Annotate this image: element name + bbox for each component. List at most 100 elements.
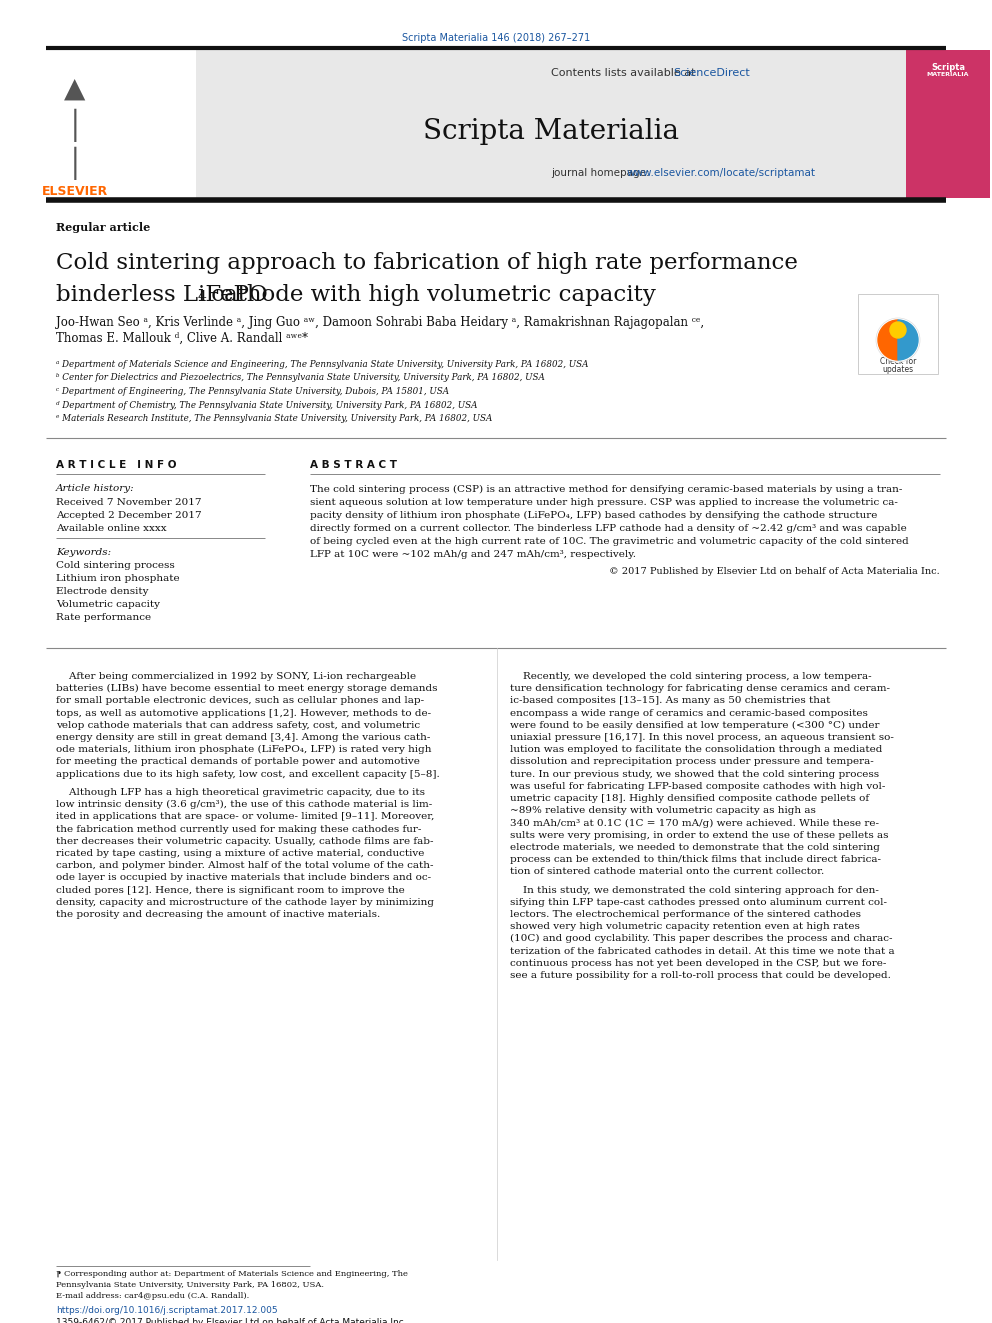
Text: see a future possibility for a roll-to-roll process that could be developed.: see a future possibility for a roll-to-r… — [510, 971, 891, 980]
Text: low intrinsic density (3.6 g/cm³), the use of this cathode material is lim-: low intrinsic density (3.6 g/cm³), the u… — [56, 800, 433, 810]
Text: Keywords:: Keywords: — [56, 548, 111, 557]
Text: ▲
│
│: ▲ │ │ — [64, 75, 85, 180]
Text: ricated by tape casting, using a mixture of active material, conductive: ricated by tape casting, using a mixture… — [56, 849, 425, 857]
Text: ture. In our previous study, we showed that the cold sintering process: ture. In our previous study, we showed t… — [510, 770, 879, 779]
Text: were found to be easily densified at low temperature (<300 °C) under: were found to be easily densified at low… — [510, 721, 880, 730]
Text: lution was employed to facilitate the consolidation through a mediated: lution was employed to facilitate the co… — [510, 745, 882, 754]
Text: batteries (LIBs) have become essential to meet energy storage demands: batteries (LIBs) have become essential t… — [56, 684, 437, 693]
Text: cathode with high volumetric capacity: cathode with high volumetric capacity — [204, 284, 656, 306]
Text: encompass a wide range of ceramics and ceramic-based composites: encompass a wide range of ceramics and c… — [510, 709, 868, 717]
Text: velop cathode materials that can address safety, cost, and volumetric: velop cathode materials that can address… — [56, 721, 421, 730]
Bar — [906, 50, 990, 198]
Text: density, capacity and microstructure of the cathode layer by minimizing: density, capacity and microstructure of … — [56, 898, 434, 906]
Text: the porosity and decreasing the amount of inactive materials.: the porosity and decreasing the amount o… — [56, 910, 380, 919]
Text: journal homepage:: journal homepage: — [551, 168, 653, 179]
Text: ⁋ Corresponding author at: Department of Materials Science and Engineering, The: ⁋ Corresponding author at: Department of… — [56, 1270, 408, 1278]
Text: A R T I C L E   I N F O: A R T I C L E I N F O — [56, 460, 177, 470]
Text: ture densification technology for fabricating dense ceramics and ceram-: ture densification technology for fabric… — [510, 684, 890, 693]
Text: ᵃ Department of Materials Science and Engineering, The Pennsylvania State Univer: ᵃ Department of Materials Science and En… — [56, 360, 588, 369]
Text: After being commercialized in 1992 by SONY, Li-ion rechargeable: After being commercialized in 1992 by SO… — [56, 672, 416, 681]
Text: Lithium iron phosphate: Lithium iron phosphate — [56, 574, 180, 583]
Text: Thomas E. Mallouk ᵈ, Clive A. Randall ᵃʷᵉ*: Thomas E. Mallouk ᵈ, Clive A. Randall ᵃʷ… — [56, 332, 308, 345]
Text: MATERIALIA: MATERIALIA — [927, 71, 969, 77]
Bar — [858, 294, 938, 374]
Text: sient aqueous solution at low temperature under high pressure. CSP was applied t: sient aqueous solution at low temperatur… — [310, 497, 898, 507]
Text: Rate performance: Rate performance — [56, 613, 151, 622]
Text: terization of the fabricated cathodes in detail. At this time we note that a: terization of the fabricated cathodes in… — [510, 946, 895, 955]
Text: for small portable electronic devices, such as cellular phones and lap-: for small portable electronic devices, s… — [56, 696, 425, 705]
Text: dissolution and reprecipitation process under pressure and tempera-: dissolution and reprecipitation process … — [510, 757, 874, 766]
Circle shape — [876, 318, 920, 363]
Text: (10C) and good cyclability. This paper describes the process and charac-: (10C) and good cyclability. This paper d… — [510, 934, 893, 943]
Text: ic-based composites [13–15]. As many as 50 chemistries that: ic-based composites [13–15]. As many as … — [510, 696, 830, 705]
Text: Cold sintering process: Cold sintering process — [56, 561, 175, 570]
Text: continuous process has not yet been developed in the CSP, but we fore-: continuous process has not yet been deve… — [510, 959, 887, 967]
Text: binderless LiFePO: binderless LiFePO — [56, 284, 268, 306]
Text: ode layer is occupied by inactive materials that include binders and oc-: ode layer is occupied by inactive materi… — [56, 873, 432, 882]
Text: Accepted 2 December 2017: Accepted 2 December 2017 — [56, 511, 201, 520]
Text: Volumetric capacity: Volumetric capacity — [56, 601, 160, 609]
Text: ᵈ Department of Chemistry, The Pennsylvania State University, University Park, P: ᵈ Department of Chemistry, The Pennsylva… — [56, 401, 477, 410]
Text: Electrode density: Electrode density — [56, 587, 149, 595]
Text: ᶜ Department of Engineering, The Pennsylvania State University, Dubois, PA 15801: ᶜ Department of Engineering, The Pennsyl… — [56, 388, 449, 396]
Text: 340 mAh/cm³ at 0.1C (1C = 170 mA/g) were achieved. While these re-: 340 mAh/cm³ at 0.1C (1C = 170 mA/g) were… — [510, 819, 879, 827]
Text: applications due to its high safety, low cost, and excellent capacity [5–8].: applications due to its high safety, low… — [56, 770, 439, 779]
Text: of being cycled even at the high current rate of 10C. The gravimetric and volume: of being cycled even at the high current… — [310, 537, 909, 546]
Text: ited in applications that are space- or volume- limited [9–11]. Moreover,: ited in applications that are space- or … — [56, 812, 434, 822]
Text: electrode materials, we needed to demonstrate that the cold sintering: electrode materials, we needed to demons… — [510, 843, 880, 852]
Text: Scripta Materialia: Scripta Materialia — [423, 118, 679, 146]
Text: pacity density of lithium iron phosphate (LiFePO₄, LFP) based cathodes by densif: pacity density of lithium iron phosphate… — [310, 511, 877, 520]
Text: ᵉ Materials Research Institute, The Pennsylvania State University, University Pa: ᵉ Materials Research Institute, The Penn… — [56, 414, 492, 423]
Text: E-mail address: car4@psu.edu (C.A. Randall).: E-mail address: car4@psu.edu (C.A. Randa… — [56, 1293, 249, 1301]
Text: ᵇ Center for Dielectrics and Piezoelectrics, The Pennsylvania State University, : ᵇ Center for Dielectrics and Piezoelectr… — [56, 373, 545, 382]
Text: cluded pores [12]. Hence, there is significant room to improve the: cluded pores [12]. Hence, there is signi… — [56, 885, 405, 894]
Text: Cold sintering approach to fabrication of high rate performance: Cold sintering approach to fabrication o… — [56, 251, 798, 274]
Text: Scripta: Scripta — [931, 64, 965, 71]
Bar — [196, 50, 906, 198]
Text: was useful for fabricating LFP-based composite cathodes with high vol-: was useful for fabricating LFP-based com… — [510, 782, 886, 791]
Text: Received 7 November 2017: Received 7 November 2017 — [56, 497, 201, 507]
Text: © 2017 Published by Elsevier Ltd on behalf of Acta Materialia Inc.: © 2017 Published by Elsevier Ltd on beha… — [609, 568, 940, 576]
Text: The cold sintering process (CSP) is an attractive method for densifying ceramic-: The cold sintering process (CSP) is an a… — [310, 486, 903, 493]
Text: umetric capacity [18]. Highly densified composite cathode pellets of: umetric capacity [18]. Highly densified … — [510, 794, 869, 803]
Text: ther decreases their volumetric capacity. Usually, cathode films are fab-: ther decreases their volumetric capacity… — [56, 836, 434, 845]
Text: 4: 4 — [198, 290, 206, 304]
Text: ScienceDirect: ScienceDirect — [673, 67, 750, 78]
Text: Article history:: Article history: — [56, 484, 135, 493]
Text: Recently, we developed the cold sintering process, a low tempera-: Recently, we developed the cold sinterin… — [510, 672, 872, 681]
Text: tion of sintered cathode material onto the current collector.: tion of sintered cathode material onto t… — [510, 867, 824, 876]
Text: In this study, we demonstrated the cold sintering approach for den-: In this study, we demonstrated the cold … — [510, 885, 879, 894]
Text: LFP at 10C were ~102 mAh/g and 247 mAh/cm³, respectively.: LFP at 10C were ~102 mAh/g and 247 mAh/c… — [310, 550, 636, 560]
Text: updates: updates — [883, 365, 914, 374]
Text: Regular article: Regular article — [56, 222, 150, 233]
Text: ELSEVIER: ELSEVIER — [42, 185, 108, 198]
Wedge shape — [898, 320, 918, 360]
Text: the fabrication method currently used for making these cathodes fur-: the fabrication method currently used fo… — [56, 824, 422, 833]
Text: Available online xxxx: Available online xxxx — [56, 524, 167, 533]
Bar — [46, 50, 196, 198]
Text: Pennsylvania State University, University Park, PA 16802, USA.: Pennsylvania State University, Universit… — [56, 1281, 324, 1289]
Text: energy density are still in great demand [3,4]. Among the various cath-: energy density are still in great demand… — [56, 733, 431, 742]
Text: lectors. The electrochemical performance of the sintered cathodes: lectors. The electrochemical performance… — [510, 910, 861, 919]
Text: Joo-Hwan Seo ᵃ, Kris Verlinde ᵃ, Jing Guo ᵃʷ, Damoon Sohrabi Baba Heidary ᵃ, Ram: Joo-Hwan Seo ᵃ, Kris Verlinde ᵃ, Jing Gu… — [56, 316, 704, 329]
Text: A B S T R A C T: A B S T R A C T — [310, 460, 397, 470]
Text: process can be extended to thin/thick films that include direct fabrica-: process can be extended to thin/thick fi… — [510, 855, 881, 864]
Text: Scripta Materialia 146 (2018) 267–271: Scripta Materialia 146 (2018) 267–271 — [402, 33, 590, 44]
Text: uniaxial pressure [16,17]. In this novel process, an aqueous transient so-: uniaxial pressure [16,17]. In this novel… — [510, 733, 894, 742]
Text: Contents lists available at: Contents lists available at — [551, 67, 699, 78]
Wedge shape — [878, 320, 898, 360]
Text: ~89% relative density with volumetric capacity as high as: ~89% relative density with volumetric ca… — [510, 806, 815, 815]
Text: showed very high volumetric capacity retention even at high rates: showed very high volumetric capacity ret… — [510, 922, 860, 931]
Text: ode materials, lithium iron phosphate (LiFePO₄, LFP) is rated very high: ode materials, lithium iron phosphate (L… — [56, 745, 432, 754]
Text: Although LFP has a high theoretical gravimetric capacity, due to its: Although LFP has a high theoretical grav… — [56, 789, 425, 796]
Text: Check for: Check for — [880, 357, 917, 366]
Text: sults were very promising, in order to extend the use of these pellets as: sults were very promising, in order to e… — [510, 831, 889, 840]
Text: sifying thin LFP tape-cast cathodes pressed onto aluminum current col-: sifying thin LFP tape-cast cathodes pres… — [510, 898, 887, 906]
Text: 1359-6462/© 2017 Published by Elsevier Ltd on behalf of Acta Materialia Inc.: 1359-6462/© 2017 Published by Elsevier L… — [56, 1318, 407, 1323]
Text: tops, as well as automotive applications [1,2]. However, methods to de-: tops, as well as automotive applications… — [56, 709, 432, 717]
Text: www.elsevier.com/locate/scriptamat: www.elsevier.com/locate/scriptamat — [627, 168, 815, 179]
Text: for meeting the practical demands of portable power and automotive: for meeting the practical demands of por… — [56, 757, 420, 766]
Text: https://doi.org/10.1016/j.scriptamat.2017.12.005: https://doi.org/10.1016/j.scriptamat.201… — [56, 1306, 278, 1315]
Text: directly formed on a current collector. The binderless LFP cathode had a density: directly formed on a current collector. … — [310, 524, 907, 533]
Circle shape — [890, 321, 906, 337]
